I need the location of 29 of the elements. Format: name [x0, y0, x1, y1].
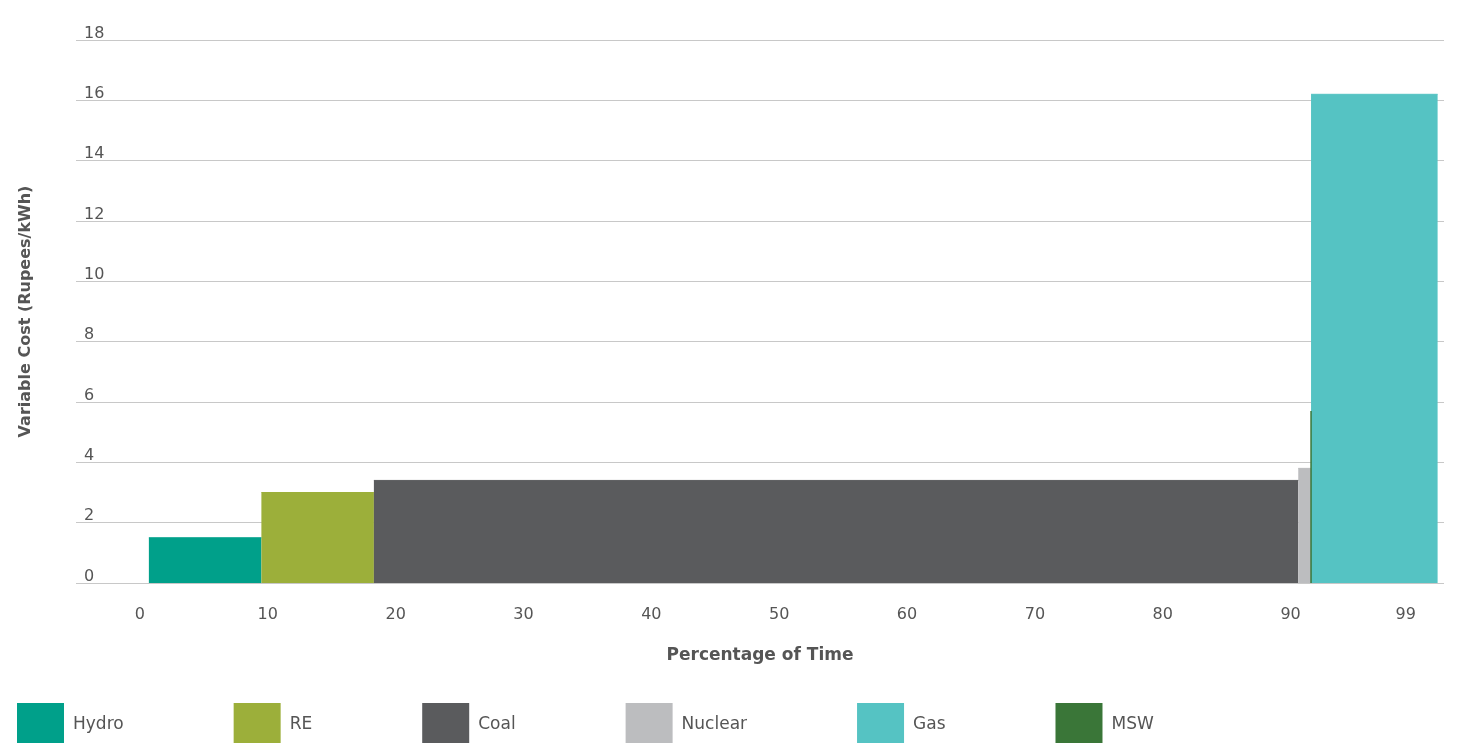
x-tick-label: 10	[257, 603, 278, 623]
x-tick-label: 99	[1395, 603, 1416, 623]
legend-label: Coal	[478, 713, 516, 733]
x-tick-label: 80	[1152, 603, 1173, 623]
x-tick-label: 60	[896, 603, 918, 623]
y-tick-label: 14	[84, 143, 105, 163]
legend-label: MSW	[1111, 713, 1154, 733]
legend-label: Gas	[913, 713, 946, 733]
y-tick-label: 12	[84, 203, 105, 223]
y-tick-label: 0	[84, 565, 95, 585]
y-tick-label: 16	[84, 82, 105, 102]
y-tick-label: 8	[84, 324, 95, 344]
legend-label: Hydro	[73, 713, 124, 733]
x-tick-label: 0	[134, 603, 146, 623]
y-tick-label: 2	[84, 505, 95, 525]
x-axis-title: Percentage of Time	[666, 643, 854, 664]
y-tick-label: 4	[84, 444, 95, 464]
y-tick-label: 6	[84, 384, 95, 404]
y-tick-label: 10	[84, 263, 105, 283]
x-tick-label: 50	[769, 603, 790, 623]
legend-label: RE	[289, 713, 313, 733]
x-tick-label: 90	[1280, 603, 1301, 623]
y-tick-label: 18	[84, 22, 105, 42]
x-tick-label: 40	[641, 603, 662, 623]
x-tick-label: 20	[385, 603, 406, 623]
x-tick-label: 30	[513, 603, 534, 623]
x-tick-label: 70	[1024, 603, 1046, 623]
legend-label: Nuclear	[681, 713, 748, 733]
y-axis-title: Variable Cost (Rupees/kWh)	[14, 185, 34, 438]
